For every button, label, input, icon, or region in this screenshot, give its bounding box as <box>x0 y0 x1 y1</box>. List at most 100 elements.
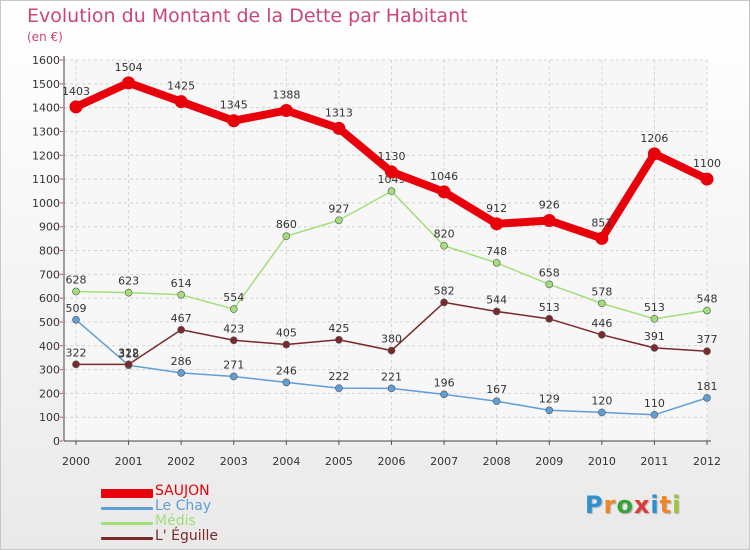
legend-swatch <box>101 536 153 540</box>
data-label: 1425 <box>167 80 195 93</box>
data-label: 748 <box>486 245 507 258</box>
data-point <box>229 305 238 313</box>
data-point <box>703 394 711 402</box>
legend-swatch <box>101 521 153 525</box>
legend-label: Médis <box>155 513 196 529</box>
data-label: 425 <box>328 322 349 335</box>
y-tick-label: 0 <box>53 435 60 448</box>
data-label: 927 <box>328 202 349 215</box>
series-le-chay: 509 318 286 271 246 222 221 196 167 129 120 110 181 <box>66 302 718 419</box>
data-label: 1130 <box>378 150 406 163</box>
data-label: 129 <box>539 392 560 405</box>
data-label: 167 <box>486 383 507 396</box>
y-tick-label: 900 <box>39 221 60 234</box>
data-point <box>703 347 711 356</box>
data-label: 405 <box>276 327 297 340</box>
data-label: 851 <box>591 216 612 229</box>
data-label: 1046 <box>430 170 458 183</box>
data-point <box>492 397 501 406</box>
x-tick-label: 2007 <box>430 455 458 468</box>
y-tick-label: 400 <box>39 340 60 353</box>
data-label: 423 <box>223 322 244 335</box>
data-label: 513 <box>539 301 560 314</box>
data-label: 1313 <box>325 106 353 119</box>
x-tick-label: 2011 <box>640 455 668 468</box>
data-label: 1100 <box>693 157 721 170</box>
data-label: 578 <box>591 285 612 298</box>
data-label: 513 <box>644 301 665 314</box>
data-label: 860 <box>276 218 297 231</box>
data-point <box>647 147 661 161</box>
x-tick-label: 2001 <box>115 455 143 468</box>
data-label: 1345 <box>220 99 248 112</box>
brand-logo: Proxiti <box>585 491 681 519</box>
data-point <box>703 306 711 315</box>
x-tick-label: 2005 <box>325 455 353 468</box>
y-tick-label: 300 <box>39 364 60 377</box>
data-label: 820 <box>434 228 455 241</box>
data-point <box>335 335 343 344</box>
data-label: 377 <box>697 333 718 346</box>
data-point <box>492 259 501 267</box>
data-point <box>229 336 238 345</box>
data-point <box>122 76 136 90</box>
data-label: 582 <box>434 284 455 297</box>
data-point <box>650 315 659 323</box>
brand-letter: x <box>633 491 651 519</box>
data-label: 467 <box>171 312 192 325</box>
y-tick-label: 1600 <box>32 54 60 67</box>
y-tick-label: 1500 <box>32 78 60 91</box>
y-tick-label: 700 <box>39 268 60 281</box>
data-point <box>545 406 554 415</box>
data-point <box>598 299 606 308</box>
data-point <box>72 315 80 324</box>
data-label: 926 <box>539 198 560 211</box>
brand-letter: t <box>659 491 673 519</box>
data-point <box>385 165 398 179</box>
data-point <box>229 372 238 381</box>
data-point <box>227 114 241 128</box>
data-point <box>279 103 293 117</box>
data-label: 222 <box>328 370 349 383</box>
y-tick-label: 1200 <box>32 149 60 162</box>
data-label: 181 <box>697 380 718 393</box>
series-saujon: 1403 1504 1425 1345 1388 1313 1130 1046 912 926 85… <box>62 61 721 245</box>
brand-letter: i <box>650 491 660 519</box>
data-label: 614 <box>171 277 192 290</box>
data-point <box>72 287 80 296</box>
legend-label: SAUJON <box>155 483 210 499</box>
data-point <box>437 185 451 199</box>
data-label: 554 <box>223 291 244 304</box>
data-point <box>124 360 133 369</box>
data-label: 322 <box>66 346 87 359</box>
brand-letter: P <box>585 491 604 519</box>
data-label: 318 <box>118 347 139 360</box>
data-label: 246 <box>276 364 297 377</box>
y-tick-label: 1100 <box>32 173 60 186</box>
data-point <box>650 411 659 419</box>
data-point <box>440 241 448 250</box>
y-tick-label: 100 <box>39 411 60 424</box>
data-point <box>440 298 448 307</box>
y-tick-label: 1000 <box>32 197 60 210</box>
data-point <box>545 315 554 323</box>
data-point <box>177 325 185 334</box>
data-label: 110 <box>644 397 665 410</box>
data-label: 1206 <box>640 132 668 145</box>
data-point <box>174 95 188 109</box>
brand-letter: r <box>603 491 617 519</box>
data-label: 221 <box>381 370 402 383</box>
data-label: 391 <box>644 330 665 343</box>
data-point <box>387 384 396 393</box>
data-label: 322 <box>118 346 139 359</box>
chart-subtitle: (en €) <box>27 30 63 44</box>
data-label: 446 <box>591 317 612 330</box>
series-l-guille: 322 322 467 423 405 425 380 582 544 513 446 391 377 <box>66 284 718 369</box>
data-label: 628 <box>66 273 87 286</box>
chart-title: Evolution du Montant de la Dette par Hab… <box>27 5 468 27</box>
data-label: 196 <box>434 376 455 389</box>
data-point <box>69 100 83 114</box>
data-label: 912 <box>486 202 507 215</box>
x-tick-label: 2003 <box>220 455 248 468</box>
y-tick-label: 600 <box>39 292 60 305</box>
